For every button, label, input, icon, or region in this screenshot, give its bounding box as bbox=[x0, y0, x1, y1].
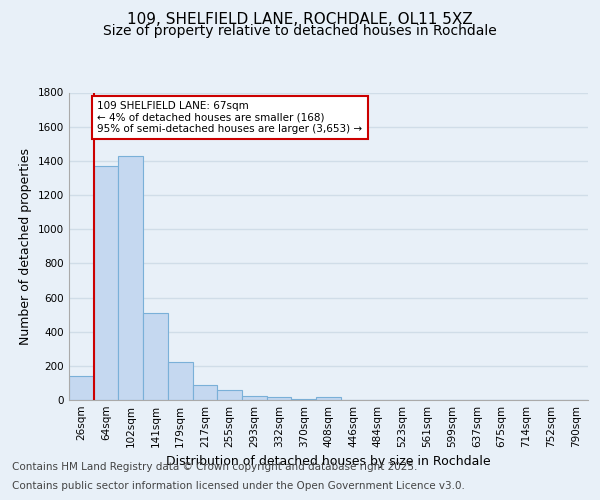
Bar bbox=[193, 384, 217, 400]
Text: Size of property relative to detached houses in Rochdale: Size of property relative to detached ho… bbox=[103, 24, 497, 38]
Text: Contains HM Land Registry data © Crown copyright and database right 2025.: Contains HM Land Registry data © Crown c… bbox=[12, 462, 418, 472]
Text: Contains public sector information licensed under the Open Government Licence v3: Contains public sector information licen… bbox=[12, 481, 465, 491]
Bar bbox=[217, 390, 242, 400]
Bar bbox=[143, 313, 168, 400]
Bar bbox=[267, 398, 292, 400]
Bar bbox=[292, 399, 316, 400]
Bar bbox=[242, 396, 267, 400]
Text: 109, SHELFIELD LANE, ROCHDALE, OL11 5XZ: 109, SHELFIELD LANE, ROCHDALE, OL11 5XZ bbox=[127, 12, 473, 28]
Text: 109 SHELFIELD LANE: 67sqm
← 4% of detached houses are smaller (168)
95% of semi-: 109 SHELFIELD LANE: 67sqm ← 4% of detach… bbox=[97, 101, 362, 134]
Bar bbox=[316, 398, 341, 400]
Y-axis label: Number of detached properties: Number of detached properties bbox=[19, 148, 32, 345]
Bar bbox=[69, 376, 94, 400]
Bar bbox=[168, 362, 193, 400]
Bar bbox=[94, 166, 118, 400]
X-axis label: Distribution of detached houses by size in Rochdale: Distribution of detached houses by size … bbox=[166, 456, 491, 468]
Bar bbox=[118, 156, 143, 400]
